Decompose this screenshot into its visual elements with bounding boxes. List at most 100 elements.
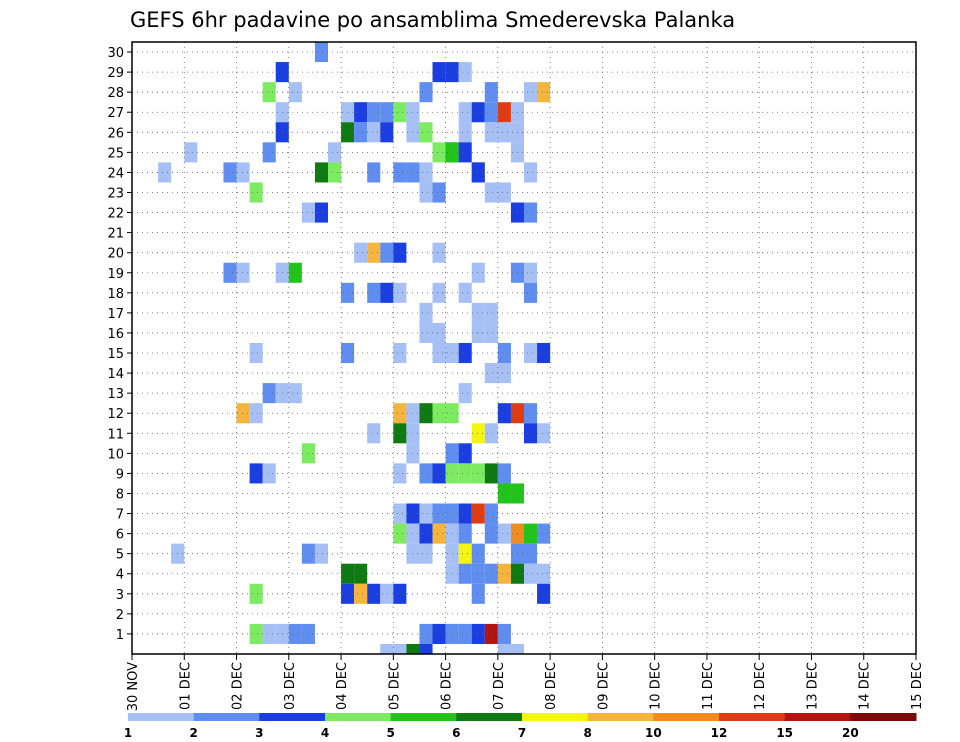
precip-cell [419, 162, 433, 183]
precip-cell [484, 463, 498, 484]
precip-cell [432, 242, 446, 263]
colorbar-segment [128, 713, 195, 721]
precip-cell [484, 102, 498, 123]
precip-cell [367, 583, 381, 604]
precip-cell [223, 262, 237, 283]
x-tick-label: 15 DEC [910, 662, 925, 710]
precip-cell [524, 403, 538, 424]
precip-cell [419, 623, 433, 644]
precip-cell [249, 182, 263, 203]
precip-cell [380, 242, 394, 263]
colorbar-label: 20 [842, 726, 859, 740]
precip-cell [497, 342, 511, 364]
precip-cell [524, 523, 538, 544]
precip-cell [471, 503, 485, 524]
precip-cell [328, 142, 342, 163]
precip-cell [236, 262, 250, 283]
x-axis: 30 NOV 01 DEC 02 DEC 03 DEC 04 DEC 05 DEC 06 D… [126, 654, 925, 711]
precip-cell [380, 122, 394, 143]
precip-cell [393, 423, 407, 444]
x-tick-label: 12 DEC [753, 662, 768, 710]
precip-cell [354, 563, 368, 584]
precip-cell [458, 443, 472, 464]
precip-cell [484, 363, 498, 384]
x-tick-label: 01 DEC [178, 662, 193, 710]
precip-cell [288, 82, 302, 103]
cells-layer [158, 42, 551, 654]
precip-cell [419, 322, 433, 343]
y-tick-label: 19 [107, 267, 124, 282]
precip-cell [471, 322, 485, 343]
precip-cell [393, 643, 407, 654]
precip-cell [537, 583, 551, 604]
precip-cell [432, 322, 446, 343]
precip-cell [458, 623, 472, 644]
precip-cell [380, 643, 394, 654]
precip-cell [393, 583, 407, 604]
x-tick-label: 13 DEC [805, 662, 820, 710]
precip-cell [301, 443, 315, 464]
precip-cell [497, 523, 511, 544]
precip-cell [484, 623, 498, 644]
precip-cell [471, 262, 485, 283]
precip-cell [458, 342, 472, 364]
colorbar-segment [325, 713, 392, 721]
precip-cell [432, 523, 446, 544]
precip-cell [393, 403, 407, 424]
precip-cell [484, 322, 498, 343]
precip-cell [432, 62, 446, 83]
x-tick-label: 03 DEC [283, 662, 298, 710]
precip-cell [497, 643, 511, 654]
precip-cell [432, 282, 446, 303]
precip-cell [471, 623, 485, 644]
precip-cell [484, 423, 498, 444]
colorbar-segment [653, 713, 720, 721]
precip-cell [537, 423, 551, 444]
colorbar-segment [259, 713, 326, 721]
precip-cell [432, 342, 446, 364]
precip-cell [249, 463, 263, 484]
precip-cell [484, 302, 498, 323]
precip-cell [537, 563, 551, 584]
precip-cell [458, 503, 472, 524]
colorbar-segment [390, 713, 457, 721]
precip-cell [471, 302, 485, 323]
x-tick-label: 04 DEC [335, 662, 350, 710]
colorbar-segment [193, 713, 260, 721]
y-tick-label: 10 [107, 447, 124, 462]
precip-cell [471, 162, 485, 183]
precip-cell [419, 122, 433, 143]
precip-cell [393, 463, 407, 484]
chart-title: GEFS 6hr padavine po ansamblima Smederev… [130, 8, 736, 32]
y-tick-label: 13 [107, 387, 124, 402]
precip-cell [471, 423, 485, 444]
precip-cell [328, 162, 342, 183]
precip-cell [458, 523, 472, 544]
y-tick-label: 9 [116, 467, 124, 482]
precip-cell [497, 182, 511, 203]
precip-cell [419, 82, 433, 103]
precip-cell [537, 523, 551, 544]
precip-cell [419, 403, 433, 424]
colorbar-label: 12 [711, 726, 728, 740]
colorbar-segment [850, 713, 917, 721]
precip-cell [380, 282, 394, 303]
precip-cell [262, 142, 276, 163]
precip-cell [314, 162, 328, 183]
precip-cell [524, 262, 538, 283]
y-tick-label: 27 [107, 106, 124, 121]
colorbar-label: 15 [776, 726, 793, 740]
precip-cell [484, 523, 498, 544]
precip-cell [354, 583, 368, 604]
y-tick-label: 16 [107, 327, 124, 342]
precip-cell [380, 102, 394, 123]
precip-cell [236, 403, 250, 424]
precip-cell [497, 483, 511, 504]
x-tick-label: 14 DEC [858, 662, 873, 710]
precip-cell [419, 643, 433, 654]
y-tick-label: 8 [116, 487, 124, 502]
precip-cell [367, 122, 381, 143]
y-tick-label: 1 [116, 628, 124, 643]
y-tick-label: 23 [107, 186, 124, 201]
